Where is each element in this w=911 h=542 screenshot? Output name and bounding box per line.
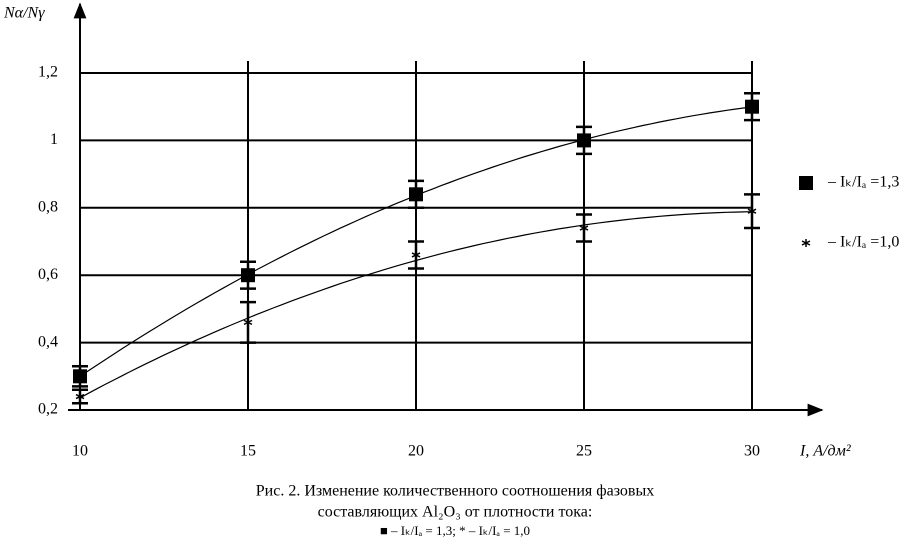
x-axis-label: I, А/дм² — [799, 443, 852, 460]
point — [411, 250, 421, 259]
point — [73, 369, 87, 384]
point — [579, 224, 589, 233]
y-tick-label: 1,2 — [38, 64, 58, 81]
x-tick-label: 25 — [576, 443, 592, 460]
point — [243, 318, 253, 327]
x-tick-label: 30 — [744, 443, 760, 460]
point — [747, 207, 757, 216]
y-axis-label: Nα/Nγ — [3, 5, 45, 22]
y-tick-label: 0,2 — [38, 401, 58, 418]
caption: составляющих Al₂O₃ от плотности тока: — [318, 504, 593, 521]
point — [75, 392, 85, 401]
point — [409, 187, 423, 202]
point — [745, 99, 759, 114]
caption: Рис. 2. Изменение количественного соотно… — [256, 483, 654, 500]
x-tick-label: 20 — [408, 443, 424, 460]
point — [577, 133, 591, 148]
legend-marker — [799, 176, 813, 190]
y-tick-label: 1 — [50, 131, 58, 148]
legend-label: – Iₖ/Iₐ =1,0 — [827, 234, 899, 251]
y-tick-label: 0,4 — [38, 333, 58, 350]
point — [241, 268, 255, 283]
legend-label: – Iₖ/Iₐ =1,3 — [827, 174, 899, 191]
y-tick-label: 0,6 — [38, 266, 58, 283]
legend-marker — [801, 239, 811, 247]
y-tick-label: 0,8 — [38, 198, 58, 215]
x-tick-label: 15 — [240, 443, 256, 460]
caption: ■ – Iₖ/Iₐ = 1,3; * – Iₖ/Iₐ = 1,0 — [380, 523, 530, 538]
x-tick-label: 10 — [72, 443, 88, 460]
